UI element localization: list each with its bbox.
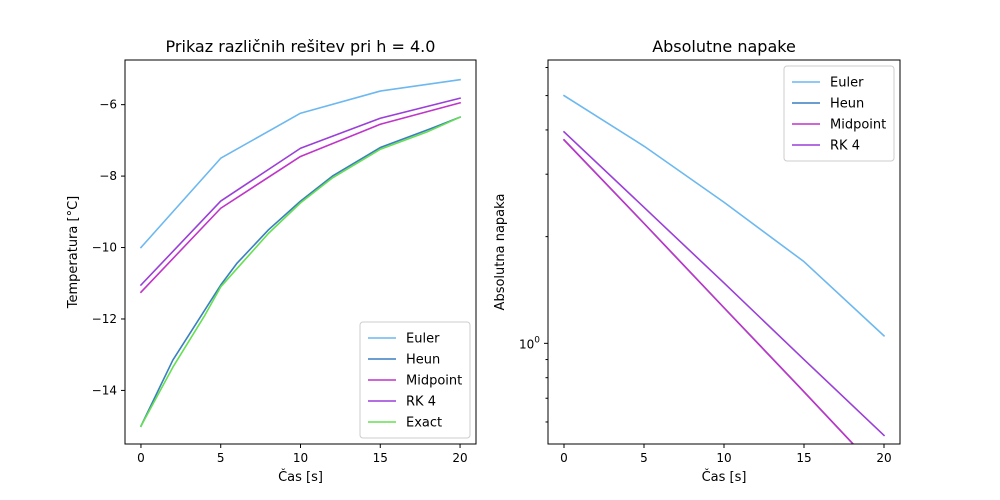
x-tick-label: 20 — [876, 451, 891, 465]
x-tick-label: 15 — [796, 451, 811, 465]
y-axis-label: Temperatura [°C] — [66, 196, 81, 309]
x-tick-label: 5 — [217, 451, 225, 465]
legend-label-euler: Euler — [406, 332, 440, 347]
y-tick-label: −8 — [99, 169, 117, 183]
series-line-rk-4 — [562, 130, 886, 437]
legend: Euler Heun Midpoint RK 4 Exact — [359, 321, 471, 439]
legend-label-heun: Heun — [830, 97, 864, 112]
legend: Euler Heun Midpoint RK 4 — [783, 65, 895, 162]
x-axis-label: Čas [s] — [278, 469, 323, 485]
x-tick-label: 0 — [560, 451, 568, 465]
chart-temperature-solutions: 0 5 10 15 20 −14 −12 −10 −8 −6 Prikaz različnih re… — [66, 37, 477, 485]
y-tick-label: −6 — [99, 98, 117, 112]
series-line-midpoint — [139, 101, 462, 294]
legend-label-midpoint: Midpoint — [830, 118, 886, 133]
y-tick-label: −12 — [92, 312, 117, 326]
y-tick-label: −14 — [92, 383, 117, 397]
chart-title: Absolutne napake — [652, 37, 796, 56]
legend-label-heun: Heun — [406, 353, 440, 368]
series-line-heun — [139, 116, 462, 428]
x-tick-label: 10 — [293, 451, 308, 465]
y-axis-label: Absolutna napaka — [493, 194, 508, 311]
x-tick-label: 10 — [716, 451, 731, 465]
legend-label-euler: Euler — [830, 76, 864, 91]
chart-title: Prikaz različnih rešitev pri h = 4.0 — [166, 37, 436, 56]
x-axis-label: Čas [s] — [702, 469, 747, 485]
series-line-rk-4 — [139, 97, 462, 287]
legend-label-rk-4: RK 4 — [406, 395, 436, 410]
legend-label-exact: Exact — [406, 416, 442, 431]
legend-label-midpoint: Midpoint — [406, 374, 462, 389]
series-line-midpoint — [562, 138, 855, 444]
x-tick-label: 0 — [137, 451, 145, 465]
x-tick-label: 20 — [452, 451, 467, 465]
series-line-exact — [139, 116, 462, 428]
series-line-euler — [139, 78, 461, 249]
x-tick-label: 15 — [373, 451, 388, 465]
y-tick-label: −10 — [92, 241, 117, 255]
y-tick-label: 100 — [519, 335, 540, 351]
chart-absolute-errors: 0 5 10 15 20 100 Absolutne napake Čas [s] Absolu… — [493, 37, 901, 485]
series-line-euler — [562, 94, 886, 337]
x-tick-label: 5 — [640, 451, 648, 465]
legend-label-rk-4: RK 4 — [830, 139, 860, 154]
